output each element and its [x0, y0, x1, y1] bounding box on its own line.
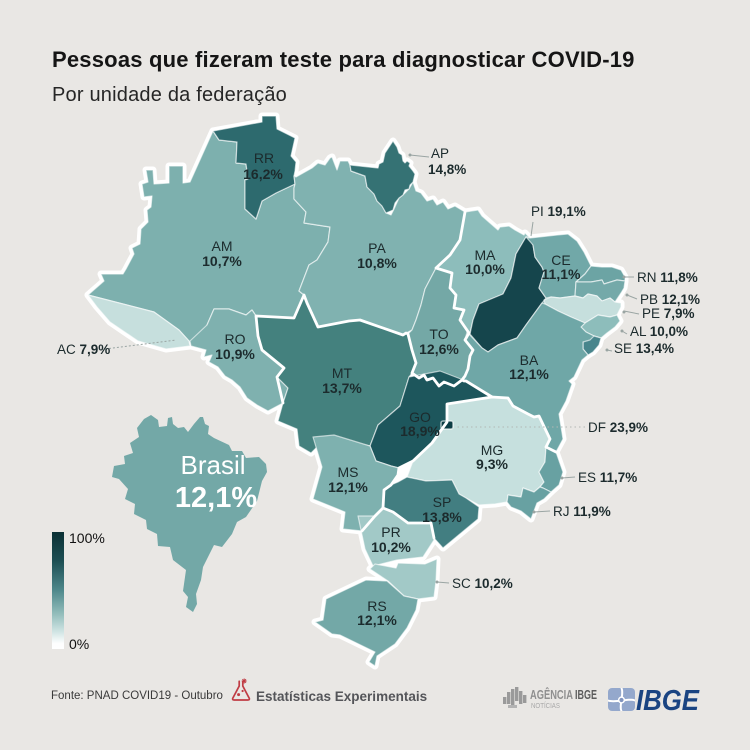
svg-text:12,1%: 12,1% [509, 366, 549, 382]
svg-text:NOTÍCIAS: NOTÍCIAS [531, 701, 560, 710]
svg-text:PR: PR [381, 524, 400, 540]
svg-text:MA: MA [475, 247, 497, 263]
svg-text:MT: MT [332, 365, 353, 381]
svg-text:AL 10,0%: AL 10,0% [630, 324, 688, 339]
svg-text:PI 19,1%: PI 19,1% [531, 204, 586, 219]
svg-text:SE 13,4%: SE 13,4% [614, 341, 674, 356]
svg-text:13,8%: 13,8% [422, 509, 462, 525]
svg-text:10,0%: 10,0% [465, 261, 505, 277]
svg-text:AM: AM [212, 238, 233, 254]
svg-text:IBGE: IBGE [636, 685, 700, 717]
svg-text:12,1%: 12,1% [357, 612, 397, 628]
svg-text:MG: MG [481, 442, 504, 458]
svg-text:PA: PA [368, 240, 386, 256]
svg-text:13,7%: 13,7% [322, 380, 362, 396]
svg-text:ES 11,7%: ES 11,7% [578, 470, 637, 485]
svg-text:MS: MS [338, 464, 359, 480]
svg-text:18,9%: 18,9% [400, 423, 440, 439]
svg-text:0%: 0% [69, 636, 89, 652]
svg-text:12,1%: 12,1% [175, 482, 257, 514]
svg-text:RO: RO [225, 331, 246, 347]
svg-text:10,2%: 10,2% [371, 539, 411, 555]
svg-text:11,1%: 11,1% [542, 266, 581, 282]
svg-text:GO: GO [409, 409, 431, 425]
svg-text:DF 23,9%: DF 23,9% [588, 420, 648, 435]
svg-text:10,8%: 10,8% [357, 255, 397, 271]
svg-text:AGÊNCIA: AGÊNCIA [530, 687, 573, 702]
svg-text:AP: AP [431, 146, 449, 161]
svg-text:RR: RR [254, 150, 274, 166]
svg-text:CE: CE [551, 252, 570, 268]
svg-text:Brasil: Brasil [180, 450, 245, 480]
svg-text:BA: BA [520, 352, 539, 368]
svg-text:IBGE: IBGE [575, 688, 597, 702]
svg-text:AC 7,9%: AC 7,9% [57, 342, 110, 357]
svg-text:14,8%: 14,8% [428, 162, 466, 177]
svg-text:16,2%: 16,2% [243, 166, 283, 182]
svg-text:PB 12,1%: PB 12,1% [640, 292, 700, 307]
svg-text:9,3%: 9,3% [476, 456, 508, 472]
svg-text:SC 10,2%: SC 10,2% [452, 576, 513, 591]
svg-text:RJ 11,9%: RJ 11,9% [553, 504, 611, 519]
svg-text:10,7%: 10,7% [202, 253, 242, 269]
svg-text:SP: SP [433, 494, 452, 510]
svg-text:10,9%: 10,9% [215, 346, 255, 362]
svg-text:TO: TO [429, 326, 448, 342]
svg-text:100%: 100% [69, 530, 105, 546]
svg-text:RN 11,8%: RN 11,8% [637, 270, 698, 285]
svg-text:12,6%: 12,6% [419, 341, 459, 357]
svg-text:RS: RS [367, 598, 386, 614]
svg-text:PE 7,9%: PE 7,9% [642, 306, 695, 321]
svg-text:12,1%: 12,1% [328, 479, 368, 495]
